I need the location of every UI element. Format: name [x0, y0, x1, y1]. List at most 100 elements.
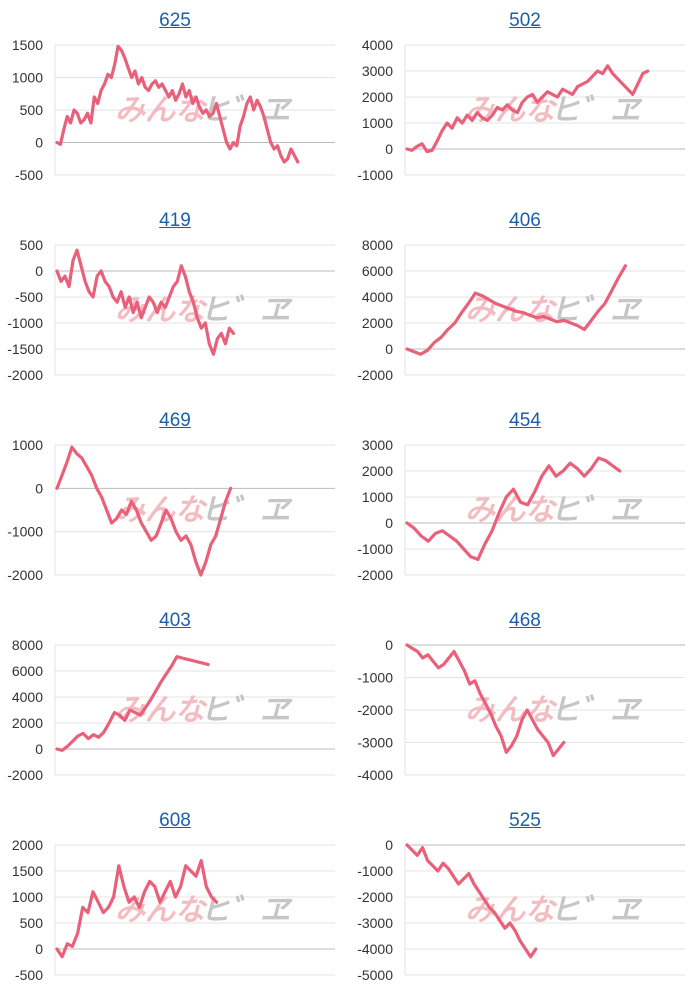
y-tick-label: 500 [20, 102, 44, 118]
chart-title-link[interactable]: 403 [159, 610, 191, 631]
y-tick-label: 0 [35, 941, 43, 957]
svg-text:みんな: みんな [465, 494, 558, 527]
chart-panel-403: -2000 0 2000 4000 6000 8000 みんな ヒ゛ヱ 403 [0, 600, 350, 800]
svg-text:みんな: みんな [465, 894, 558, 927]
series-line-419 [55, 248, 235, 356]
svg-text:ヒ゛ヱ: ヒ゛ヱ [550, 694, 643, 727]
y-tick-label: 2000 [362, 89, 393, 105]
series-line-608 [55, 858, 219, 959]
y-tick-label: 2000 [12, 715, 43, 731]
y-tick-label: 0 [35, 741, 43, 757]
svg-text:ヒ゛ヱ: ヒ゛ヱ [550, 94, 643, 127]
y-tick-label: -1000 [7, 524, 43, 540]
y-tick-label: -2000 [357, 367, 393, 383]
y-tick-label: 0 [385, 341, 393, 357]
chart-panel-419: -2000 -1500 -1000 -500 0 500 みんな ヒ゛ヱ 419 [0, 200, 350, 400]
y-tick-label: -1000 [357, 670, 393, 686]
y-tick-label: 6000 [362, 263, 393, 279]
series-line-625 [55, 44, 300, 164]
y-tick-label: -2000 [357, 702, 393, 718]
y-tick-label: 4000 [362, 37, 393, 53]
y-tick-label: 1000 [12, 70, 43, 86]
y-tick-label: -500 [15, 967, 43, 983]
chart-title-link[interactable]: 525 [509, 810, 541, 831]
y-tick-label: 1500 [12, 863, 43, 879]
chart-title-link[interactable]: 468 [509, 610, 541, 631]
y-tick-label: -4000 [357, 767, 393, 783]
y-tick-label: -2000 [357, 889, 393, 905]
series-line-525 [405, 843, 538, 959]
y-tick-label: 500 [20, 237, 44, 253]
y-tick-label: -3000 [357, 735, 393, 751]
svg-text:ヒ゛ヱ: ヒ゛ヱ [550, 494, 643, 527]
svg-text:ヒ゛ヱ: ヒ゛ヱ [200, 494, 293, 527]
y-tick-label: 0 [35, 263, 43, 279]
y-tick-label: -2000 [7, 767, 43, 783]
svg-text:ヒ゛ヱ: ヒ゛ヱ [200, 294, 293, 327]
chart-panel-454: -2000 -1000 0 1000 2000 3000 みんな ヒ゛ヱ 454 [350, 400, 700, 600]
y-tick-label: -3000 [357, 915, 393, 931]
series-line-406 [405, 264, 627, 356]
y-tick-label: 6000 [12, 663, 43, 679]
y-tick-label: 4000 [12, 689, 43, 705]
y-tick-label: 3000 [362, 437, 393, 453]
y-tick-label: 1500 [12, 37, 43, 53]
chart-title-link[interactable]: 406 [509, 210, 541, 231]
series-line-454 [405, 456, 622, 561]
svg-text:ヒ゛ヱ: ヒ゛ヱ [200, 694, 293, 727]
series-line-468 [405, 643, 566, 758]
y-tick-label: -2000 [7, 367, 43, 383]
y-tick-label: -1000 [357, 863, 393, 879]
y-tick-label: -1000 [357, 167, 393, 183]
series-line-502 [405, 64, 650, 154]
chart-panel-625: -500 0 500 1000 1500 みんな ヒ゛ヱ 625 [0, 0, 350, 200]
y-tick-label: 0 [385, 141, 393, 157]
chart-title-link[interactable]: 454 [509, 410, 541, 431]
y-tick-label: 1000 [12, 437, 43, 453]
chart-panel-502: -1000 0 1000 2000 3000 4000 みんな ヒ゛ヱ 502 [350, 0, 700, 200]
y-tick-label: -2000 [357, 567, 393, 583]
y-tick-label: 1000 [362, 115, 393, 131]
chart-panel-469: -2000 -1000 0 1000 みんな ヒ゛ヱ 469 [0, 400, 350, 600]
series-line-403 [55, 655, 210, 752]
y-tick-label: 8000 [12, 637, 43, 653]
y-tick-label: -500 [15, 167, 43, 183]
chart-title-link[interactable]: 625 [159, 10, 191, 31]
y-tick-label: 3000 [362, 63, 393, 79]
svg-text:みんな: みんな [465, 694, 558, 727]
y-tick-label: 500 [20, 915, 44, 931]
chart-panel-608: -500 0 500 1000 1500 2000 みんな ヒ゛ヱ 608 [0, 800, 350, 1000]
chart-panel-468: -4000 -3000 -2000 -1000 0 みんな ヒ゛ヱ 468 [350, 600, 700, 800]
y-tick-label: 1000 [12, 889, 43, 905]
y-tick-label: -5000 [357, 967, 393, 983]
y-tick-label: 1000 [362, 489, 393, 505]
series-line-469 [55, 445, 233, 577]
y-tick-label: 0 [385, 515, 393, 531]
y-tick-label: 2000 [362, 463, 393, 479]
y-tick-label: 0 [35, 135, 43, 151]
y-tick-label: 2000 [362, 315, 393, 331]
chart-title-link[interactable]: 502 [509, 10, 541, 31]
svg-text:ヒ゛ヱ: ヒ゛ヱ [550, 894, 643, 927]
chart-title-link[interactable]: 469 [159, 410, 191, 431]
chart-title-link[interactable]: 608 [159, 810, 191, 831]
y-tick-label: 2000 [12, 837, 43, 853]
y-tick-label: 4000 [362, 289, 393, 305]
chart-panel-525: -5000 -4000 -3000 -2000 -1000 0 みんな ヒ゛ヱ 525 [350, 800, 700, 1000]
y-tick-label: -1000 [7, 315, 43, 331]
chart-title-link[interactable]: 419 [159, 210, 191, 231]
